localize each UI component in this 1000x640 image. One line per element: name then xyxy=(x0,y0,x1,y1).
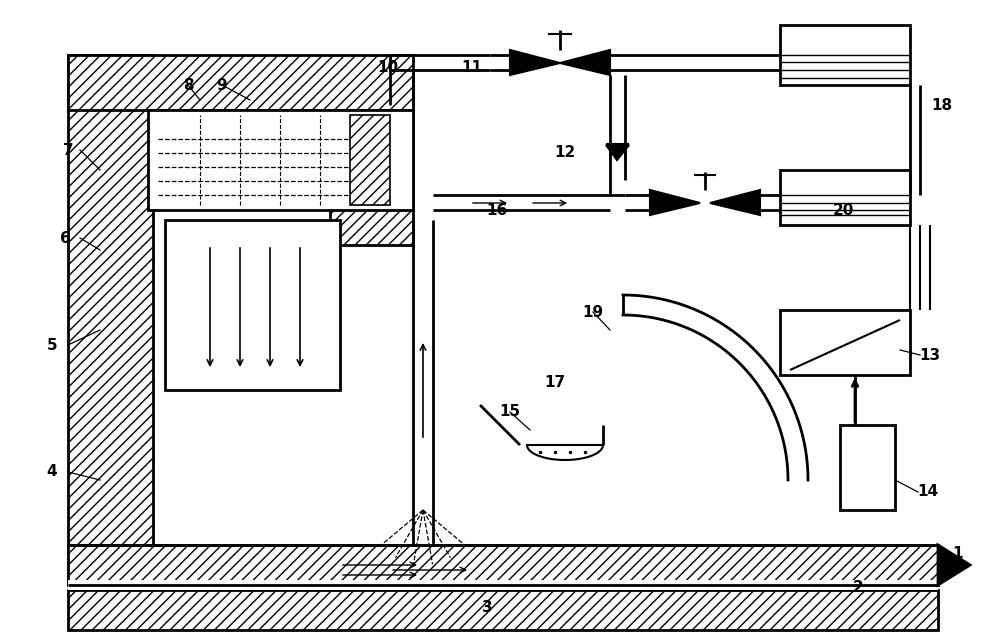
Text: 7: 7 xyxy=(63,143,73,157)
Bar xyxy=(68,545,413,585)
Text: 12: 12 xyxy=(554,145,576,159)
Bar xyxy=(330,110,413,245)
Text: 13: 13 xyxy=(919,348,941,362)
Text: 15: 15 xyxy=(499,404,521,419)
Text: 3: 3 xyxy=(482,600,492,616)
Polygon shape xyxy=(510,50,560,75)
Text: 2: 2 xyxy=(853,580,863,595)
Polygon shape xyxy=(606,145,629,160)
Text: 10: 10 xyxy=(377,60,399,74)
Bar xyxy=(68,545,938,585)
Bar xyxy=(350,115,390,205)
Bar xyxy=(165,220,340,390)
Text: 17: 17 xyxy=(544,374,566,390)
Text: 1: 1 xyxy=(953,545,963,561)
Bar xyxy=(780,310,910,375)
Text: 16: 16 xyxy=(486,202,508,218)
Bar xyxy=(68,580,938,590)
Text: 11: 11 xyxy=(462,60,482,74)
Text: 4: 4 xyxy=(47,465,57,479)
Bar xyxy=(148,110,413,210)
Bar xyxy=(68,55,153,545)
Text: 5: 5 xyxy=(47,337,57,353)
Polygon shape xyxy=(710,190,760,215)
Polygon shape xyxy=(650,190,700,215)
Polygon shape xyxy=(560,50,610,75)
Bar xyxy=(840,425,895,510)
Text: 19: 19 xyxy=(582,305,604,319)
Bar xyxy=(68,55,413,110)
Text: 14: 14 xyxy=(917,484,939,499)
Bar xyxy=(780,25,910,85)
Text: 8: 8 xyxy=(183,77,193,93)
Bar xyxy=(68,590,938,630)
Polygon shape xyxy=(938,545,970,585)
Text: 20: 20 xyxy=(832,202,854,218)
Text: 6: 6 xyxy=(60,230,70,246)
Text: 9: 9 xyxy=(217,77,227,93)
Text: 18: 18 xyxy=(931,97,953,113)
Bar xyxy=(780,170,910,225)
